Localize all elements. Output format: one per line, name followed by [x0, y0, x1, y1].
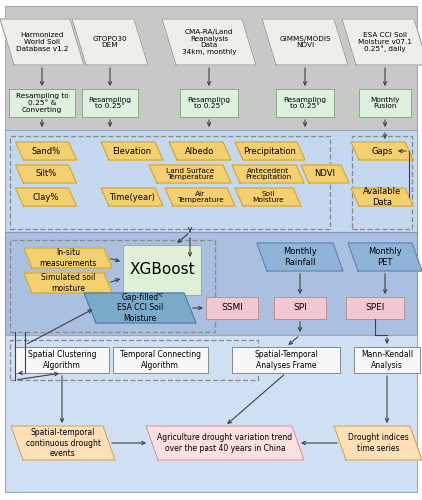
FancyBboxPatch shape	[5, 130, 417, 232]
Text: Elevation: Elevation	[112, 146, 151, 156]
Text: Resampling to
0.25° &
Converting: Resampling to 0.25° & Converting	[16, 93, 68, 113]
Text: Mann-Kendall
Analysis: Mann-Kendall Analysis	[361, 350, 413, 370]
FancyBboxPatch shape	[113, 347, 208, 373]
Polygon shape	[235, 188, 301, 206]
Text: Sand%: Sand%	[31, 146, 61, 156]
Text: Spatial Clustering
Algorithm: Spatial Clustering Algorithm	[28, 350, 96, 370]
Polygon shape	[301, 165, 349, 183]
Text: Soil
Moisture: Soil Moisture	[252, 190, 284, 203]
Polygon shape	[24, 273, 112, 293]
Text: Gaps: Gaps	[371, 146, 393, 156]
FancyBboxPatch shape	[206, 297, 258, 319]
Polygon shape	[348, 243, 422, 271]
Text: Precipitation: Precipitation	[243, 146, 296, 156]
Polygon shape	[351, 188, 413, 206]
Polygon shape	[101, 188, 163, 206]
Polygon shape	[262, 19, 348, 65]
Polygon shape	[257, 243, 343, 271]
Polygon shape	[235, 142, 305, 160]
FancyBboxPatch shape	[274, 297, 326, 319]
Polygon shape	[16, 142, 76, 160]
Text: CMA-RA/Land
Reanalysis
Data
34km, monthly: CMA-RA/Land Reanalysis Data 34km, monthl…	[182, 29, 236, 55]
Text: Resampling
to 0.25°: Resampling to 0.25°	[284, 96, 327, 110]
FancyBboxPatch shape	[180, 89, 238, 117]
Polygon shape	[232, 165, 304, 183]
Polygon shape	[0, 19, 84, 65]
Text: In-situ
measurements: In-situ measurements	[39, 248, 97, 268]
FancyBboxPatch shape	[5, 6, 417, 130]
Polygon shape	[16, 165, 76, 183]
Text: Resampling
to 0.25°: Resampling to 0.25°	[89, 96, 132, 110]
Polygon shape	[169, 142, 231, 160]
Text: Albedo: Albedo	[185, 146, 215, 156]
Text: Spatial-Temporal
Analyses Frame: Spatial-Temporal Analyses Frame	[254, 350, 318, 370]
FancyBboxPatch shape	[354, 347, 420, 373]
FancyBboxPatch shape	[123, 245, 201, 295]
Text: XGBoost: XGBoost	[129, 262, 195, 278]
FancyBboxPatch shape	[232, 347, 340, 373]
FancyBboxPatch shape	[9, 89, 75, 117]
Text: Agriculture drought variation trend
over the past 40 years in China: Agriculture drought variation trend over…	[157, 434, 292, 452]
Polygon shape	[16, 188, 76, 206]
Text: Gap-filled
ESA CCI Soil
Moisture: Gap-filled ESA CCI Soil Moisture	[117, 294, 163, 322]
Polygon shape	[334, 426, 422, 460]
Polygon shape	[24, 248, 112, 268]
Text: Clay%: Clay%	[33, 192, 59, 202]
Text: SPI: SPI	[293, 304, 307, 312]
Text: Harmonized
World Soil
Database v1.2: Harmonized World Soil Database v1.2	[16, 32, 68, 52]
Text: Antecedent
Precipitation: Antecedent Precipitation	[245, 168, 291, 180]
FancyBboxPatch shape	[82, 89, 138, 117]
Text: Time(year): Time(year)	[109, 192, 155, 202]
Polygon shape	[149, 165, 231, 183]
Text: Silt%: Silt%	[35, 170, 57, 178]
Text: Drought indices
time series: Drought indices time series	[348, 434, 408, 452]
Text: Monthly
PET: Monthly PET	[368, 248, 402, 266]
Polygon shape	[101, 142, 163, 160]
Polygon shape	[342, 19, 422, 65]
FancyBboxPatch shape	[359, 89, 411, 117]
FancyBboxPatch shape	[15, 347, 109, 373]
Text: GTOPO30
DEM: GTOPO30 DEM	[93, 36, 127, 49]
Text: Monthly
Fusion: Monthly Fusion	[370, 96, 400, 110]
Polygon shape	[351, 142, 413, 160]
Text: SPEI: SPEI	[365, 304, 385, 312]
FancyBboxPatch shape	[5, 335, 417, 492]
Polygon shape	[11, 426, 115, 460]
Text: Temporal Connecting
Algorithm: Temporal Connecting Algorithm	[119, 350, 200, 370]
Text: Resampling
to 0.25°: Resampling to 0.25°	[187, 96, 230, 110]
FancyBboxPatch shape	[5, 232, 417, 335]
Text: Available
Data: Available Data	[363, 188, 401, 206]
Polygon shape	[162, 19, 256, 65]
Text: Air
Temperature: Air Temperature	[177, 190, 223, 203]
Text: ESA CCI Soil
Moisture v07.1
0.25°, daily: ESA CCI Soil Moisture v07.1 0.25°, daily	[358, 32, 412, 52]
Polygon shape	[84, 293, 196, 323]
Text: Land Surface
Temperature: Land Surface Temperature	[166, 168, 214, 180]
Text: Simulated soil
moisture: Simulated soil moisture	[41, 274, 95, 292]
Polygon shape	[72, 19, 148, 65]
Text: Monthly
Rainfall: Monthly Rainfall	[283, 248, 317, 266]
Text: SSMI: SSMI	[221, 304, 243, 312]
Polygon shape	[165, 188, 235, 206]
Polygon shape	[146, 426, 304, 460]
Text: GIMMS/MODIS
NDVI: GIMMS/MODIS NDVI	[279, 36, 331, 49]
Text: Spatial-temporal
continuous drought
events: Spatial-temporal continuous drought even…	[25, 428, 100, 458]
FancyBboxPatch shape	[276, 89, 334, 117]
FancyBboxPatch shape	[346, 297, 404, 319]
Text: NDVI: NDVI	[314, 170, 335, 178]
